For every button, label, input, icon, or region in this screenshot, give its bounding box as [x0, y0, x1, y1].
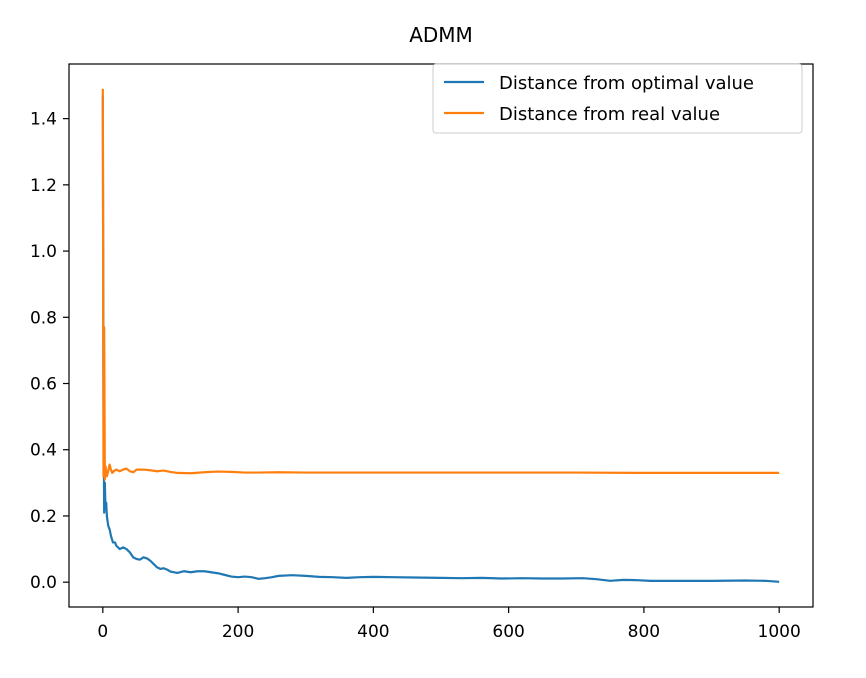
y-tick-label: 1.0	[30, 242, 57, 262]
legend: Distance from optimal value Distance fro…	[432, 63, 803, 134]
y-tick-label: 0.4	[30, 441, 57, 461]
x-tick-label: 200	[222, 622, 254, 642]
legend-label-optimal: Distance from optimal value	[499, 73, 754, 94]
y-axis-ticks: 0.0 0.2 0.4 0.6 0.8 1.0 1.2 1.4	[30, 110, 69, 593]
y-tick-label: 1.2	[30, 176, 57, 196]
y-tick-label: 0.6	[30, 375, 57, 395]
x-tick-label: 800	[628, 622, 660, 642]
series-lines	[101, 88, 780, 583]
x-tick-label: 400	[357, 622, 389, 642]
legend-box	[432, 63, 803, 134]
x-tick-label: 0	[97, 622, 108, 642]
series-line-0	[101, 95, 780, 583]
y-tick-label: 0.8	[30, 308, 57, 328]
y-tick-label: 1.4	[30, 110, 57, 130]
x-tick-label: 1000	[758, 622, 801, 642]
chart-title: ADMM	[409, 23, 473, 47]
series-line-1	[101, 88, 780, 481]
legend-label-real: Distance from real value	[499, 104, 720, 125]
x-axis-ticks: 0 200 400 600 800 1000	[97, 607, 801, 642]
y-tick-label: 0.0	[30, 573, 57, 593]
x-tick-label: 600	[492, 622, 524, 642]
y-tick-label: 0.2	[30, 507, 57, 527]
